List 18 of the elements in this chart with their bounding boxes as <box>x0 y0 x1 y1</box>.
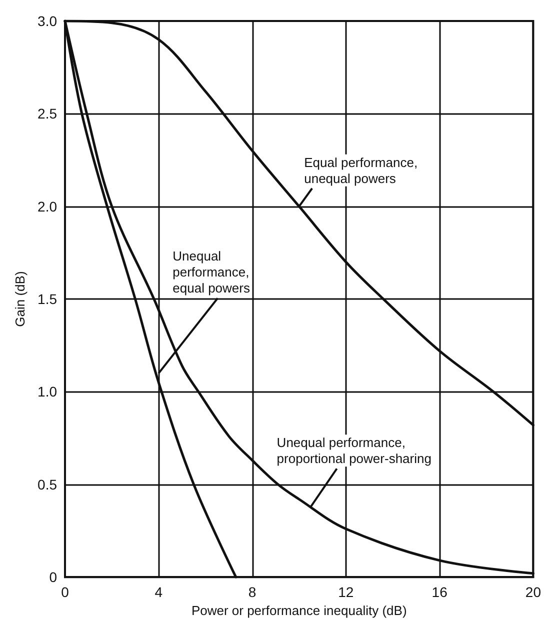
x-tick-label: 16 <box>432 584 448 600</box>
annotation: Equal performance, unequal powers <box>304 154 418 186</box>
y-tick-label: 3.0 <box>38 13 58 29</box>
annotation: Unequal performance, equal powers <box>172 248 250 296</box>
y-tick-label: 1.5 <box>38 291 58 308</box>
x-tick-label: 12 <box>338 584 354 600</box>
x-tick-label: 4 <box>154 584 163 600</box>
y-axis-title: Gain (dB) <box>12 271 28 327</box>
y-tick-label: 2.0 <box>38 198 58 214</box>
x-tick-label: 0 <box>61 584 70 600</box>
y-tick-label: 0.5 <box>38 476 58 492</box>
y-tick-label: 0 <box>49 569 58 586</box>
x-axis-title: Power or performance inequality (dB) <box>191 603 407 618</box>
y-tick-label: 1.0 <box>38 384 58 400</box>
x-tick-label: 20 <box>525 584 542 600</box>
x-tick-label: 8 <box>248 584 256 600</box>
annotation: Unequal performance, proportional power-sharing <box>276 435 432 466</box>
y-tick-label: 2.5 <box>38 106 58 122</box>
